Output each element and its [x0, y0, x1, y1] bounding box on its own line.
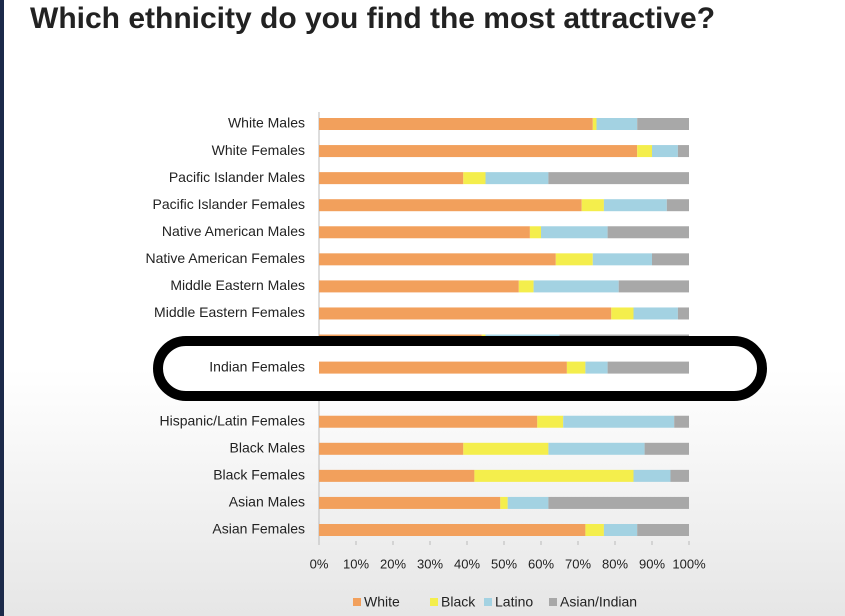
bar-segment [633, 307, 678, 320]
bar-segment [319, 145, 638, 158]
bar-segment [463, 172, 486, 185]
bar-segment [670, 469, 689, 482]
bar-segment [603, 199, 667, 212]
bar-segment [500, 496, 508, 509]
bar-segment [533, 280, 619, 293]
bar-segment [666, 199, 689, 212]
legend-label: Asian/Indian [560, 594, 637, 610]
bar-segment [485, 172, 549, 185]
bar-segment [319, 253, 556, 266]
x-tick-label: 20% [380, 556, 406, 571]
bar-segment [319, 442, 464, 455]
bar-segment [474, 469, 634, 482]
x-tick-label: 40% [454, 556, 480, 571]
bar-segment [548, 442, 645, 455]
bar-segment [592, 253, 652, 266]
category-label: White Males [228, 115, 305, 131]
x-tick-label: 0% [310, 556, 329, 571]
category-label: Black Females [213, 467, 305, 483]
bar-segment [585, 361, 608, 374]
bar-segment [319, 172, 464, 185]
legend-swatch [430, 598, 438, 606]
x-tick-label: 30% [417, 556, 443, 571]
x-tick-label: 50% [491, 556, 517, 571]
bar-segment [319, 415, 538, 428]
bar-segment [637, 118, 689, 130]
x-tick-label: 70% [565, 556, 591, 571]
bar-segment [319, 469, 475, 482]
bar-segment [319, 199, 582, 212]
bar-segment [507, 496, 549, 509]
bar-segment [566, 361, 586, 374]
bar-segment [548, 172, 689, 185]
bar-segment [596, 118, 638, 130]
bar-segment [581, 199, 604, 212]
legend-label: Black [441, 594, 476, 610]
bar-segment [633, 469, 671, 482]
bar-segment [319, 361, 567, 374]
bar-segment [637, 145, 652, 158]
legend-swatch [484, 598, 492, 606]
category-label: Asian Males [229, 494, 305, 510]
bar-segment [529, 226, 541, 239]
bar-segment [674, 415, 689, 428]
legend-label: White [364, 594, 400, 610]
category-label: Pacific Islander Males [169, 169, 305, 185]
bar-segment [463, 442, 549, 455]
category-label: Pacific Islander Females [152, 196, 305, 212]
category-label: Native American Males [162, 223, 305, 239]
bar-segment [555, 253, 593, 266]
bar-segment [319, 226, 530, 239]
category-label: Black Males [230, 440, 305, 456]
x-tick-label: 10% [343, 556, 369, 571]
bar-segment [652, 253, 689, 266]
left-edge [0, 0, 4, 616]
bar-segment [603, 524, 638, 536]
bar-segment [319, 307, 612, 320]
bar-segment [677, 307, 689, 320]
bar-segment [518, 280, 534, 293]
legend-label: Latino [495, 594, 533, 610]
legend-swatch [549, 598, 557, 606]
chart-title: Which ethnicity do you find the most att… [30, 2, 715, 35]
bar-segment [585, 524, 604, 536]
bar-segment [677, 145, 689, 158]
bar-segment [611, 307, 634, 320]
x-tick-label: 90% [639, 556, 665, 571]
bar-segment [548, 496, 689, 509]
category-label: Asian Females [212, 521, 305, 537]
bar-segment [652, 145, 678, 158]
bar-segment [541, 226, 608, 239]
category-label: Middle Eastern Females [154, 304, 305, 320]
category-label: Hispanic/Latin Females [159, 412, 305, 428]
x-tick-label: 60% [528, 556, 554, 571]
bar-segment [537, 415, 564, 428]
category-label: Middle Eastern Males [170, 277, 305, 293]
bar-segment [607, 361, 689, 374]
bar-segment [592, 118, 597, 130]
category-label: Indian Females [209, 358, 305, 374]
bar-segment [319, 280, 519, 293]
plot: 0% 10% 20% 30% 40% 50% 60% 70% 80% 90% 100% White M… [145, 112, 767, 610]
bar-segment [644, 442, 689, 455]
category-label: Native American Females [145, 250, 305, 266]
category-label: White Females [212, 142, 305, 158]
bar-segment [319, 496, 501, 509]
bar-segment [319, 524, 586, 536]
bar-segment [319, 118, 593, 130]
bar-segment [563, 415, 675, 428]
x-tick-label: 100% [672, 556, 706, 571]
bar-segment [637, 524, 689, 536]
legend-swatch [353, 598, 361, 606]
bar-segment [618, 280, 689, 293]
bar-segment [607, 226, 689, 239]
x-tick-label: 80% [602, 556, 628, 571]
